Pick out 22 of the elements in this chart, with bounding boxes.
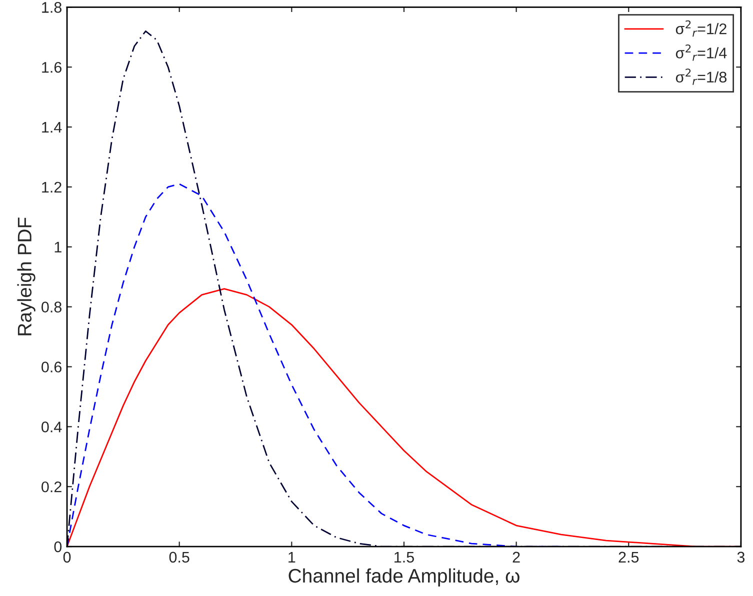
y-tick-label: 1.4 bbox=[42, 122, 62, 133]
y-tick-label: 0.4 bbox=[42, 422, 62, 432]
y-tick-label: 1 bbox=[54, 242, 62, 252]
x-axis-title: Channel fade Amplitude, ω bbox=[288, 568, 520, 587]
x-tick-label: 1.5 bbox=[394, 552, 414, 563]
y-tick-label: 0.8 bbox=[42, 302, 62, 312]
legend-label: σ$^{2}$$_{r}$=1/4 bbox=[676, 44, 727, 61]
y-axis-title: Rayleigh PDF bbox=[17, 218, 36, 336]
x-tick-label: 0 bbox=[63, 552, 71, 563]
x-tick-label: 0.5 bbox=[169, 552, 190, 563]
x-tick-label: 2 bbox=[512, 552, 520, 562]
y-tick-label: 0.2 bbox=[42, 481, 62, 492]
x-tick-label: 1 bbox=[288, 552, 296, 562]
y-tick-label: 0.6 bbox=[42, 362, 62, 372]
y-tick-label: 1.8 bbox=[42, 2, 62, 13]
x-tick-label: 3 bbox=[737, 552, 745, 563]
y-tick-label: 1.2 bbox=[42, 182, 62, 192]
legend-label: σ$^{2}$$_{r}$=1/8 bbox=[676, 68, 727, 85]
x-tick-label: 2.5 bbox=[618, 552, 639, 563]
y-tick-label: 1.6 bbox=[42, 62, 62, 73]
legend-label: σ$^{2}$$_{r}$=1/2 bbox=[676, 20, 726, 37]
y-tick-label: 0 bbox=[54, 541, 62, 552]
